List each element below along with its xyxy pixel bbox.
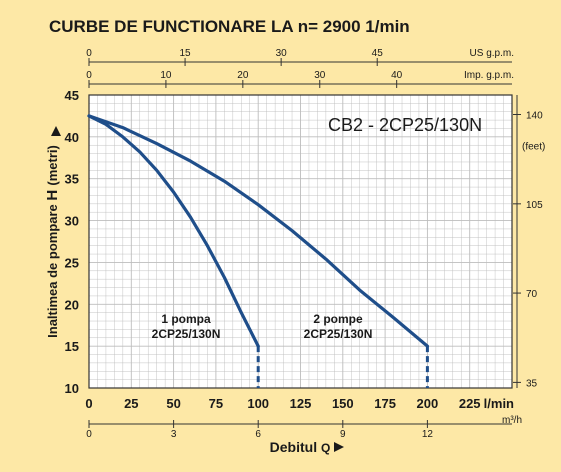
model-label: CB2 - 2CP25/130N [328, 115, 482, 135]
top-axis-tick-label: 0 [86, 48, 92, 59]
series-label: 1 pompa [161, 312, 211, 326]
series-label: 2CP25/130N [152, 327, 221, 341]
feet-tick-label: 35 [526, 378, 538, 389]
x-tick-label: 25 [124, 396, 138, 411]
x-tick-label: 0 [85, 396, 92, 411]
top-axis-unit-label: US g.p.m. [470, 48, 514, 59]
m3h-tick-label: 3 [171, 429, 177, 440]
x-tick-label: 75 [209, 396, 223, 411]
top-axis-tick-label: 20 [237, 70, 249, 81]
x-axis-arrow-icon [334, 442, 344, 452]
top-axis-tick-label: 30 [276, 48, 288, 59]
top-axis-tick-label: 45 [372, 48, 384, 59]
m3h-tick-label: 0 [86, 429, 92, 440]
y-tick-label: 30 [65, 214, 79, 229]
x-tick-label: 150 [332, 396, 354, 411]
plot-frame [88, 94, 513, 389]
x-unit-label: l/min [484, 396, 514, 411]
feet-unit-label: (feet) [522, 141, 545, 152]
top-axis-tick-label: 0 [86, 70, 92, 81]
feet-tick-label: 140 [526, 111, 543, 122]
x-tick-label: 50 [166, 396, 180, 411]
m3h-unit-label: m³/h [502, 415, 522, 426]
y-tick-label: 10 [65, 381, 79, 396]
y-tick-label: 45 [65, 88, 79, 103]
top-axis-unit-label: Imp. g.p.m. [464, 70, 514, 81]
x-tick-label: 100 [247, 396, 269, 411]
m3h-tick-label: 6 [255, 429, 261, 440]
y-tick-label: 20 [65, 297, 79, 312]
feet-tick-label: 105 [526, 200, 543, 211]
y-tick-label: 40 [65, 130, 79, 145]
series-line [87, 114, 260, 348]
m3h-tick-label: 9 [340, 429, 346, 440]
series-label: 2 pompe [313, 312, 363, 326]
top-axis-tick-label: 15 [180, 48, 192, 59]
series-label: 2CP25/130N [304, 327, 373, 341]
y-tick-label: 25 [65, 255, 79, 270]
x-tick-label: 125 [290, 396, 312, 411]
m3h-tick-label: 12 [422, 429, 434, 440]
y-axis-arrow-icon [51, 126, 61, 136]
y-tick-label: 15 [65, 339, 79, 354]
top-axis-tick-label: 30 [314, 70, 326, 81]
top-axis-tick-label: 10 [160, 70, 172, 81]
top-axis-tick-label: 40 [391, 70, 403, 81]
x-tick-label: 175 [374, 396, 396, 411]
feet-tick-label: 70 [526, 289, 538, 300]
chart-title: CURBE DE FUNCTIONARE LA n= 2900 1/min [49, 17, 410, 36]
y-tick-label: 35 [65, 172, 79, 187]
x-tick-label: 225 [459, 396, 481, 411]
y-axis-label: Inaltimea de pompare H (metri) [44, 145, 61, 338]
x-tick-label: 200 [417, 396, 439, 411]
series-line [87, 114, 429, 348]
x-axis-label: Debitul Q [270, 439, 331, 455]
